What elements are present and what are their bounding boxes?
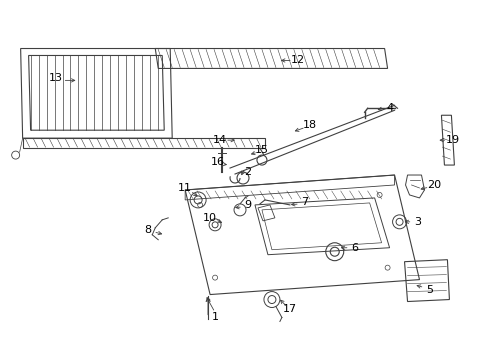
Text: 1: 1 [211,312,218,323]
Text: 13: 13 [48,73,62,84]
Text: 9: 9 [244,200,251,210]
Text: 19: 19 [445,135,459,145]
Text: 10: 10 [203,213,217,223]
Text: 4: 4 [385,103,392,113]
Text: 14: 14 [213,135,226,145]
Text: 6: 6 [350,243,357,253]
Text: 17: 17 [282,305,296,315]
Text: 15: 15 [254,145,268,155]
Text: 20: 20 [427,180,441,190]
Text: 11: 11 [178,183,192,193]
Text: 18: 18 [302,120,316,130]
Text: 12: 12 [290,55,305,66]
Text: 2: 2 [244,167,251,177]
Text: 7: 7 [301,197,308,207]
Text: 16: 16 [211,157,224,167]
Text: 5: 5 [425,284,432,294]
Text: 8: 8 [144,225,152,235]
Text: 3: 3 [413,217,420,227]
